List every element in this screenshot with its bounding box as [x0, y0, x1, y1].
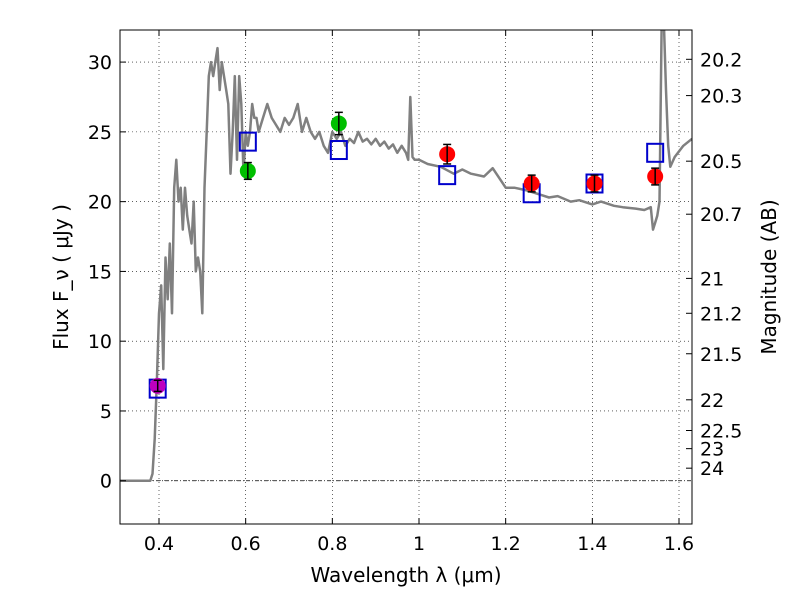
model-square-marker	[646, 142, 665, 163]
y2-tick-label: 23	[700, 439, 724, 461]
y-axis-label: Flux F_ν ( μJy )	[49, 204, 73, 350]
spectrum-line	[120, 30, 692, 482]
y-tick-label: 15	[88, 261, 112, 283]
y2-tick-label: 24	[700, 458, 724, 480]
model-square-marker	[329, 140, 348, 161]
x-tick-label: 1.6	[664, 533, 694, 555]
y2-tick-label: 21.2	[700, 303, 742, 325]
x-tick-label: 1.2	[491, 533, 521, 555]
y2-tick-label: 20.3	[700, 86, 742, 108]
y2-tick-label: 22	[700, 390, 724, 412]
y-tick-label: 5	[100, 401, 112, 423]
x-tick-label: 0.8	[317, 533, 347, 555]
plot-frame	[119, 29, 693, 525]
model-square-marker	[438, 165, 457, 186]
y2-axis-label: Magnitude (AB)	[757, 199, 781, 354]
y2-tick-label: 22.5	[700, 421, 742, 443]
x-tick-label: 1	[413, 533, 425, 555]
axis-ticks: 0.4 0.6 0.8 1 1.2 1.4 1.6 0 5 10 15 20 25 30 20.2 20.3 2…	[88, 30, 742, 555]
y-tick-label: 0	[100, 471, 112, 493]
y-tick-label: 20	[88, 192, 112, 214]
x-axis-label: Wavelength λ (μm)	[310, 563, 501, 587]
y2-tick-label: 21.5	[700, 344, 742, 366]
x-tick-label: 0.4	[144, 533, 174, 555]
y2-tick-label: 21	[700, 268, 724, 290]
y2-tick-label: 20.2	[700, 49, 742, 71]
y2-tick-label: 20.7	[700, 204, 742, 226]
y-tick-label: 10	[88, 331, 112, 353]
model-square-marker	[238, 131, 257, 152]
y-tick-label: 25	[88, 122, 112, 144]
x-tick-label: 1.4	[577, 533, 607, 555]
y-tick-label: 30	[88, 52, 112, 74]
photometry-markers	[148, 111, 665, 399]
grid-lines	[120, 30, 692, 524]
y2-tick-label: 20.5	[700, 151, 742, 173]
x-tick-label: 0.6	[231, 533, 261, 555]
